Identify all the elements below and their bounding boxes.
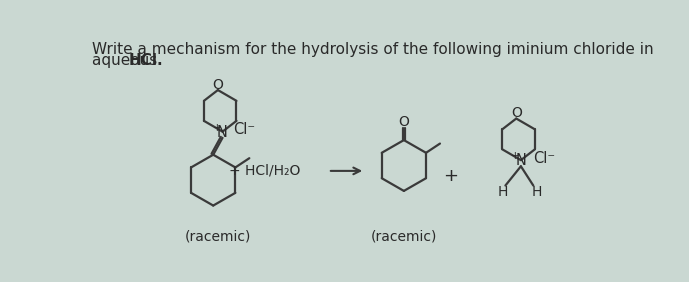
Text: HCl.: HCl. [129,53,163,68]
Text: H: H [532,185,542,199]
Text: Cl⁻: Cl⁻ [233,122,256,137]
Text: Cl⁻: Cl⁻ [533,151,555,166]
Text: N: N [515,153,526,168]
Text: N: N [217,125,228,140]
Text: + HCl/H₂O: + HCl/H₂O [229,164,301,178]
Text: H: H [498,185,508,199]
Text: O: O [212,78,223,92]
Text: +: + [443,167,458,185]
Text: O: O [398,115,409,129]
Text: Write a mechanism for the hydrolysis of the following iminium chloride in: Write a mechanism for the hydrolysis of … [92,41,653,56]
Text: +: + [511,151,520,161]
Text: +: + [213,123,221,133]
Text: aqueous: aqueous [92,53,162,68]
Text: (racemic): (racemic) [185,229,251,243]
Text: O: O [511,106,522,120]
Text: (racemic): (racemic) [371,229,437,243]
